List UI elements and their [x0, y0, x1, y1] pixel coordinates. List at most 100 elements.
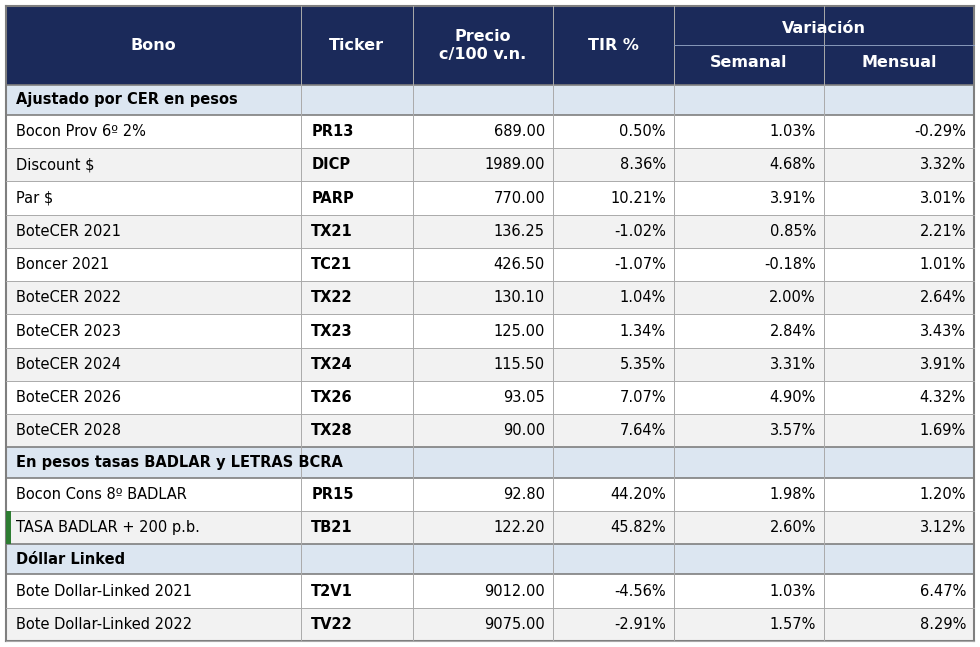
Text: TX21: TX21	[312, 224, 353, 239]
Text: BoteCER 2028: BoteCER 2028	[16, 423, 121, 439]
Text: TIR %: TIR %	[588, 38, 639, 53]
Text: 0.50%: 0.50%	[619, 124, 666, 139]
Bar	[6, 544, 974, 575]
Text: Bocon Cons 8º BADLAR: Bocon Cons 8º BADLAR	[16, 487, 187, 502]
Text: BoteCER 2026: BoteCER 2026	[16, 390, 121, 405]
Bar	[6, 6, 974, 85]
Text: 4.32%: 4.32%	[920, 390, 966, 405]
Bar	[6, 448, 974, 477]
Text: 0.85%: 0.85%	[769, 224, 816, 239]
Text: TX23: TX23	[312, 324, 353, 338]
Text: Bono: Bono	[130, 38, 176, 53]
Text: BoteCER 2024: BoteCER 2024	[16, 357, 121, 372]
Text: 45.82%: 45.82%	[611, 520, 666, 535]
Text: 90.00: 90.00	[503, 423, 545, 439]
Text: TV22: TV22	[312, 617, 353, 632]
Text: Variación: Variación	[782, 21, 866, 36]
Text: TASA BADLAR + 200 p.b.: TASA BADLAR + 200 p.b.	[16, 520, 200, 535]
Text: -1.02%: -1.02%	[614, 224, 666, 239]
Bar	[6, 608, 974, 641]
Text: 770.00: 770.00	[493, 190, 545, 206]
Text: 3.43%: 3.43%	[920, 324, 966, 338]
Text: 2.00%: 2.00%	[769, 291, 816, 305]
Text: Bote Dollar-Linked 2022: Bote Dollar-Linked 2022	[16, 617, 192, 632]
Text: 1989.00: 1989.00	[484, 157, 545, 172]
Bar	[6, 314, 974, 347]
Text: 130.10: 130.10	[494, 291, 545, 305]
Text: 3.31%: 3.31%	[770, 357, 816, 372]
Text: -0.29%: -0.29%	[914, 124, 966, 139]
Text: Semanal: Semanal	[710, 55, 788, 70]
Text: 2.21%: 2.21%	[919, 224, 966, 239]
Text: En pesos tasas BADLAR y LETRAS BCRA: En pesos tasas BADLAR y LETRAS BCRA	[16, 455, 343, 470]
Bar	[6, 511, 974, 544]
Text: Bote Dollar-Linked 2021: Bote Dollar-Linked 2021	[16, 584, 192, 598]
Text: 2.60%: 2.60%	[769, 520, 816, 535]
Text: Ajustado por CER en pesos: Ajustado por CER en pesos	[16, 93, 238, 107]
Text: -2.91%: -2.91%	[614, 617, 666, 632]
Text: 1.34%: 1.34%	[619, 324, 666, 338]
Text: -1.07%: -1.07%	[614, 257, 666, 272]
Bar	[6, 414, 974, 448]
Text: 44.20%: 44.20%	[611, 487, 666, 502]
Text: 7.07%: 7.07%	[619, 390, 666, 405]
Bar	[6, 281, 974, 314]
Text: 125.00: 125.00	[494, 324, 545, 338]
Bar	[6, 477, 974, 511]
Text: 4.68%: 4.68%	[769, 157, 816, 172]
Text: 6.47%: 6.47%	[919, 584, 966, 598]
Text: 1.01%: 1.01%	[919, 257, 966, 272]
Bar	[6, 181, 974, 215]
Text: -4.56%: -4.56%	[614, 584, 666, 598]
Text: 1.03%: 1.03%	[769, 124, 816, 139]
Text: Ticker: Ticker	[329, 38, 384, 53]
Text: BoteCER 2021: BoteCER 2021	[16, 224, 121, 239]
Text: Precio
c/100 v.n.: Precio c/100 v.n.	[439, 29, 526, 61]
Bar	[6, 148, 974, 181]
Bar	[6, 381, 974, 414]
Bar	[6, 347, 974, 381]
Text: 9075.00: 9075.00	[484, 617, 545, 632]
Text: Dóllar Linked: Dóllar Linked	[16, 552, 125, 567]
Text: 3.32%: 3.32%	[920, 157, 966, 172]
Text: 2.84%: 2.84%	[769, 324, 816, 338]
Text: 1.98%: 1.98%	[769, 487, 816, 502]
Bar	[6, 248, 974, 281]
Text: 122.20: 122.20	[493, 520, 545, 535]
Text: 1.69%: 1.69%	[920, 423, 966, 439]
Text: BoteCER 2022: BoteCER 2022	[16, 291, 122, 305]
Text: DICP: DICP	[312, 157, 351, 172]
Text: 1.04%: 1.04%	[619, 291, 666, 305]
Bar	[6, 115, 974, 148]
Text: Mensual: Mensual	[861, 55, 937, 70]
Text: 1.57%: 1.57%	[769, 617, 816, 632]
Text: TB21: TB21	[312, 520, 353, 535]
Text: 3.57%: 3.57%	[769, 423, 816, 439]
Text: 136.25: 136.25	[494, 224, 545, 239]
Text: TX22: TX22	[312, 291, 353, 305]
Text: TX26: TX26	[312, 390, 353, 405]
Text: 426.50: 426.50	[494, 257, 545, 272]
Text: 92.80: 92.80	[503, 487, 545, 502]
Text: 8.29%: 8.29%	[919, 617, 966, 632]
Text: T2V1: T2V1	[312, 584, 353, 598]
Text: 3.12%: 3.12%	[920, 520, 966, 535]
Text: 689.00: 689.00	[494, 124, 545, 139]
Text: 7.64%: 7.64%	[619, 423, 666, 439]
Text: 1.20%: 1.20%	[919, 487, 966, 502]
Bar	[6, 85, 974, 115]
Text: 3.01%: 3.01%	[920, 190, 966, 206]
Text: 3.91%: 3.91%	[920, 357, 966, 372]
Text: BoteCER 2023: BoteCER 2023	[16, 324, 121, 338]
Bar	[6, 215, 974, 248]
Text: Discount $: Discount $	[16, 157, 94, 172]
Text: 9012.00: 9012.00	[484, 584, 545, 598]
Text: 5.35%: 5.35%	[619, 357, 666, 372]
Text: 8.36%: 8.36%	[619, 157, 666, 172]
Text: 2.64%: 2.64%	[919, 291, 966, 305]
Text: Par $: Par $	[16, 190, 53, 206]
Text: 93.05: 93.05	[503, 390, 545, 405]
Text: Bocon Prov 6º 2%: Bocon Prov 6º 2%	[16, 124, 146, 139]
Text: TC21: TC21	[312, 257, 353, 272]
Text: PARP: PARP	[312, 190, 354, 206]
